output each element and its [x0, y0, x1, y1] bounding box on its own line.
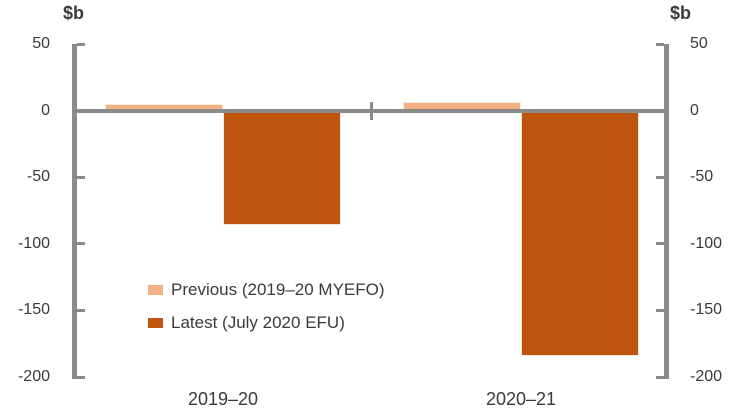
y-tick-left — [77, 308, 85, 312]
y-axis-title-right: $b — [670, 3, 692, 23]
y-tick-label-left-0: 0 — [41, 101, 50, 119]
y-tick-left — [77, 175, 85, 179]
y-tick-left — [77, 375, 85, 379]
y-tick-right — [656, 375, 664, 379]
legend-swatch-previous — [148, 285, 163, 295]
y-axis-title-left: $b — [62, 3, 84, 23]
legend-swatch-latest — [148, 318, 163, 328]
y-tick-label-right--50: -50 — [690, 168, 714, 186]
y-tick-label-left-50: 50 — [32, 35, 50, 52]
y-tick-label-left--50: -50 — [26, 168, 50, 186]
x-axis-label-2019-20: 2019–20 — [187, 389, 259, 409]
y-tick-label-left--150: -150 — [17, 301, 50, 319]
y-axis-line-left — [72, 44, 77, 379]
y-tick-label-right-50: 50 — [690, 35, 708, 52]
legend-label-previous: Previous (2019–20 MYEFO) — [171, 280, 385, 299]
y-tick-label-right--200: -200 — [690, 368, 723, 385]
y-tick-left — [77, 242, 85, 246]
legend-label-latest: Latest (July 2020 EFU) — [171, 313, 345, 332]
category-boundary-tick — [370, 101, 374, 120]
y-tick-label-right--150: -150 — [690, 301, 723, 319]
legend-item-previous: Previous (2019–20 MYEFO) — [148, 280, 385, 300]
bar-latest-0 — [223, 110, 341, 225]
legend: Previous (2019–20 MYEFO) Latest (July 20… — [148, 280, 385, 333]
legend-item-latest: Latest (July 2020 EFU) — [148, 313, 385, 333]
y-tick-label-left--200: -200 — [17, 368, 50, 385]
y-tick-right — [656, 308, 664, 312]
y-tick-left — [77, 42, 85, 46]
bar-latest-1 — [520, 110, 639, 357]
y-tick-label-right--100: -100 — [690, 234, 723, 252]
y-tick-right — [656, 42, 664, 46]
y-axis-line-right — [664, 44, 669, 379]
y-tick-right — [656, 242, 664, 246]
y-tick-label-right-0: 0 — [690, 101, 699, 119]
y-tick-label-left--100: -100 — [17, 234, 50, 252]
y-tick-right — [656, 175, 664, 179]
x-axis-label-2020-21: 2020–21 — [485, 389, 557, 409]
